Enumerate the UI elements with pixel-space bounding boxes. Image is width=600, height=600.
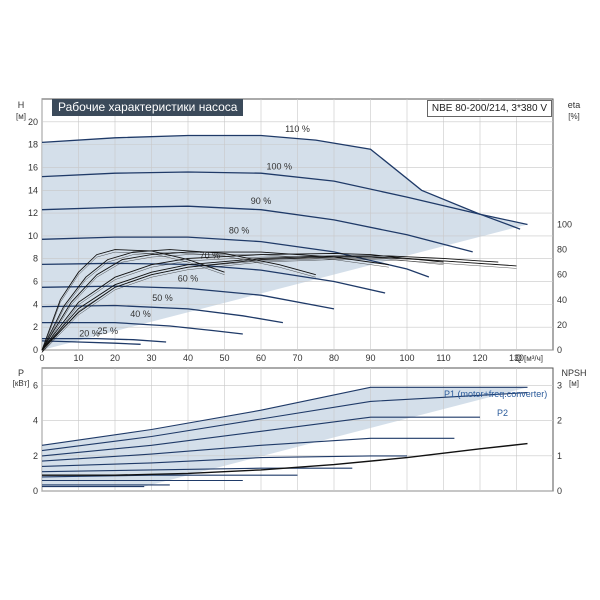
y-left-tick-label: 0 bbox=[33, 345, 38, 355]
y-left-tick-label: 6 bbox=[33, 381, 38, 391]
y-left-tick-label: 10 bbox=[28, 231, 38, 241]
x-tick-label: 60 bbox=[256, 353, 266, 363]
eta-curve-3 bbox=[41, 252, 444, 351]
head-curve-1 bbox=[41, 134, 528, 226]
eta-curve-band-6 bbox=[41, 251, 225, 353]
eta-curve-4 bbox=[41, 251, 389, 351]
npsh-curve bbox=[42, 442, 528, 476]
x-tick-label: 40 bbox=[183, 353, 193, 363]
x-tick-label: 120 bbox=[472, 353, 487, 363]
head-curve-6 bbox=[41, 285, 335, 310]
eta-curve-band-5 bbox=[41, 251, 316, 353]
y-right-tick-label: 1 bbox=[557, 451, 562, 461]
y-left-tick-label: 4 bbox=[33, 299, 38, 309]
head-curve-3 bbox=[41, 205, 473, 253]
y-left-tick-label: 18 bbox=[28, 140, 38, 150]
npsh-axis-label: NPSH bbox=[561, 368, 586, 378]
head-curve-4 bbox=[41, 236, 430, 278]
head-curve-label-2: 100 % bbox=[266, 162, 292, 172]
y-right-tick-label: 2 bbox=[557, 416, 562, 426]
power-curve-7 bbox=[41, 474, 298, 478]
head-curve-label-3: 90 % bbox=[251, 196, 272, 206]
y-left-tick-label: 6 bbox=[33, 277, 38, 287]
x-axis-unit: [м³/ч] bbox=[524, 354, 543, 363]
head-curve-label-7: 50 % bbox=[152, 293, 173, 303]
power-npsh-panel: 0 2 4 6 0 1 2 3 P[кВт] NPSH[м] P1 (motor+freq.conv… bbox=[13, 367, 587, 496]
x-tick-label: 80 bbox=[329, 353, 339, 363]
x-tick-label: 20 bbox=[110, 353, 120, 363]
power-curve-2 bbox=[41, 392, 528, 452]
head-curve-10 bbox=[41, 340, 141, 345]
x-tick-label: 90 bbox=[365, 353, 375, 363]
y-left-tick-label: 12 bbox=[28, 208, 38, 218]
x-tick-label: 10 bbox=[73, 353, 83, 363]
y-right-axis-unit: [%] bbox=[568, 112, 580, 121]
pump-model-label: NBE 80-200/214, 3*380 V bbox=[426, 100, 552, 117]
head-curve-label-6: 60 % bbox=[178, 274, 199, 284]
power-curve-1 bbox=[41, 386, 528, 446]
y-right-axis-label: eta bbox=[568, 100, 581, 110]
power-curve-4 bbox=[41, 437, 455, 462]
head-curve-label-5: 70 % bbox=[200, 251, 221, 261]
y-right-tick-label: 40 bbox=[557, 295, 567, 305]
p1-curve-label: P1 (motor+freq.converter) bbox=[444, 389, 547, 399]
eta-curve-5 bbox=[41, 249, 316, 351]
power-axis-unit: [кВт] bbox=[13, 379, 30, 388]
y-left-tick-label: 2 bbox=[33, 451, 38, 461]
head-curve-8 bbox=[42, 321, 243, 335]
head-curve-label-10: 20 % bbox=[79, 328, 100, 338]
y-left-tick-label: 4 bbox=[33, 416, 38, 426]
y-right-tick-label: 0 bbox=[557, 486, 562, 496]
head-curve-label-1: 110 % bbox=[285, 124, 310, 134]
y-left-tick-label: 8 bbox=[33, 254, 38, 264]
eta-curve-6 bbox=[41, 249, 225, 351]
y-right-tick-label: 60 bbox=[557, 270, 567, 280]
y-left-tick-label: 14 bbox=[28, 185, 38, 195]
head-curve-9 bbox=[42, 337, 167, 343]
y-right-tick-label: 100 bbox=[557, 220, 572, 230]
y-left-tick-label: 0 bbox=[33, 486, 38, 496]
head-curve-label-9: 25 % bbox=[97, 326, 118, 336]
y-left-tick-label: 20 bbox=[28, 117, 38, 127]
x-tick-label: 0 bbox=[39, 353, 44, 363]
y-right-tick-label: 80 bbox=[557, 245, 567, 255]
x-tick-label: 70 bbox=[292, 353, 302, 363]
y-right-tick-label: 0 bbox=[557, 345, 562, 355]
eta-curve-band-3 bbox=[41, 255, 444, 353]
head-curve-label-4: 80 % bbox=[229, 226, 250, 236]
head-curve-2 bbox=[41, 171, 521, 230]
y-left-axis-label: H bbox=[18, 100, 25, 110]
power-curve-6 bbox=[41, 467, 353, 473]
eta-curve-2 bbox=[41, 255, 499, 351]
y-left-axis-unit: [м] bbox=[16, 112, 26, 121]
y-left-tick-label: 16 bbox=[28, 162, 38, 172]
y-right-tick-label: 20 bbox=[557, 320, 567, 330]
x-tick-label: 100 bbox=[399, 353, 414, 363]
eta-curve-band-1 bbox=[41, 259, 517, 353]
power-curve-3 bbox=[41, 416, 480, 457]
x-tick-label: 130 bbox=[509, 353, 524, 363]
head-efficiency-panel: 110 %100 %90 %80 %70 %60 %50 %40 %25 %20… bbox=[16, 98, 581, 363]
chart-title: Рабочие характеристики насоса bbox=[52, 99, 244, 116]
operating-area bbox=[42, 135, 528, 350]
p2-curve-label: P2 bbox=[497, 408, 508, 418]
x-axis-label: Q bbox=[515, 353, 522, 363]
y-right-tick-label: 3 bbox=[557, 381, 562, 391]
eta-curve-band-4 bbox=[41, 254, 389, 353]
y-left-tick-label: 2 bbox=[33, 322, 38, 332]
power-curve-5 bbox=[41, 455, 407, 467]
x-tick-label: 30 bbox=[146, 353, 156, 363]
x-tick-label: 110 bbox=[436, 353, 450, 363]
npsh-axis-unit: [м] bbox=[569, 379, 579, 388]
x-tick-label: 50 bbox=[219, 353, 229, 363]
power-axis-label: P bbox=[18, 368, 24, 378]
head-curve-7 bbox=[41, 304, 284, 324]
head-curve-label-8: 40 % bbox=[130, 309, 151, 319]
